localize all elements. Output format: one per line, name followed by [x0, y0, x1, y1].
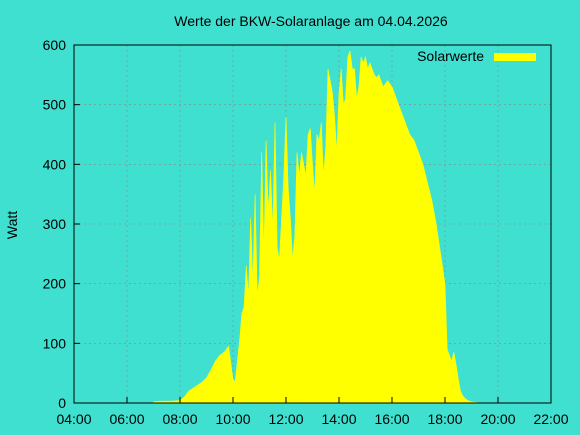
x-tick-label: 20:00	[480, 411, 515, 427]
y-tick-label: 500	[43, 97, 67, 113]
ticks: 04:00 06:00 08:00 10:00 12:00 14:00 16:00 18:00…	[43, 37, 569, 427]
y-tick-label: 100	[43, 335, 67, 351]
chart-title: Werte der BKW-Solaranlage am 04.04.2026	[174, 13, 448, 29]
x-tick-label: 08:00	[162, 411, 197, 427]
x-tick-label: 14:00	[321, 411, 356, 427]
x-tick-label: 12:00	[268, 411, 303, 427]
y-tick-label: 400	[43, 156, 67, 172]
legend: Solarwerte	[417, 48, 536, 64]
y-tick-label: 0	[58, 395, 66, 411]
y-tick-label: 600	[43, 37, 67, 53]
y-tick-label: 200	[43, 276, 67, 292]
x-tick-label: 06:00	[109, 411, 144, 427]
legend-label: Solarwerte	[417, 48, 484, 64]
series-area-layer	[153, 50, 494, 404]
x-tick-label: 04:00	[56, 411, 91, 427]
x-tick-label: 18:00	[427, 411, 462, 427]
y-axis-label: Watt	[4, 211, 20, 239]
x-tick-label: 16:00	[374, 411, 409, 427]
series-area-solarwerte	[153, 50, 494, 404]
x-tick-label: 10:00	[215, 411, 250, 427]
legend-swatch	[494, 53, 536, 61]
y-tick-label: 300	[43, 216, 67, 232]
x-tick-label: 22:00	[533, 411, 568, 427]
